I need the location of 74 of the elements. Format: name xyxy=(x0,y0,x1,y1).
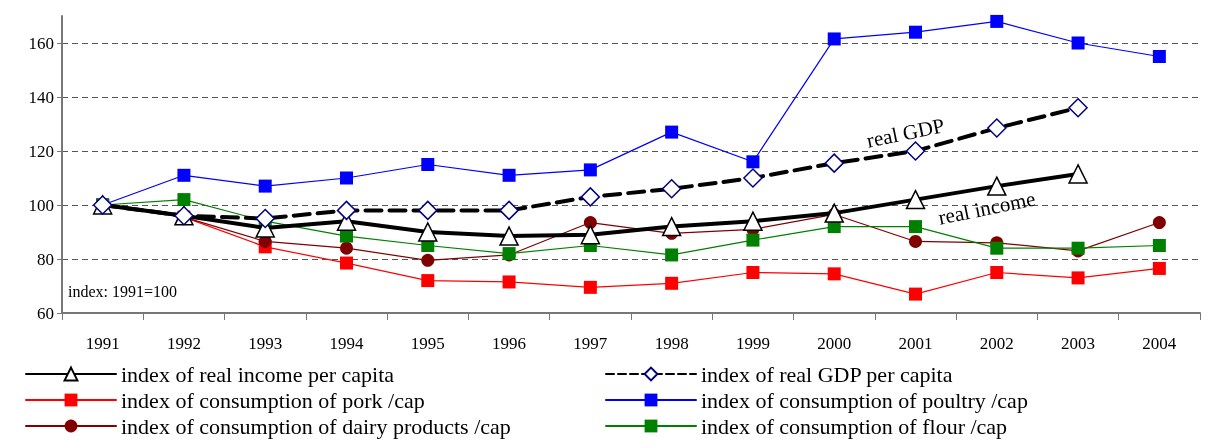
point xyxy=(661,216,682,237)
legend-label: index of consumption of pork /cap xyxy=(121,387,425,413)
point xyxy=(743,211,763,231)
point xyxy=(177,193,191,207)
point xyxy=(1152,216,1166,230)
point xyxy=(746,233,760,247)
point xyxy=(421,158,435,171)
point xyxy=(1152,261,1166,275)
point xyxy=(340,256,353,270)
point xyxy=(421,274,435,288)
legend-label: index of consumption of dairy products /cap xyxy=(121,413,511,439)
x-tick-label: 2003 xyxy=(1061,334,1096,353)
x-tick-label: 2002 xyxy=(979,334,1014,353)
y-tick-label: 60 xyxy=(37,303,54,323)
point xyxy=(580,224,601,245)
point xyxy=(1071,271,1085,285)
annotation: real income xyxy=(936,186,1038,230)
point xyxy=(827,267,841,281)
y-tick-label: 160 xyxy=(28,33,54,53)
legend-label: index of real GDP per capita xyxy=(701,361,953,387)
legend-label: index of consumption of poultry /cap xyxy=(701,387,1028,413)
point xyxy=(340,241,353,255)
point xyxy=(1152,50,1166,63)
point xyxy=(502,275,516,289)
point xyxy=(909,234,922,248)
point xyxy=(665,276,679,290)
annotation: index: 1991=100 xyxy=(68,282,178,300)
point xyxy=(502,168,516,182)
x-tick-label: 2001 xyxy=(898,334,933,353)
point xyxy=(990,266,1004,279)
y-tick-label: 120 xyxy=(28,141,54,161)
point xyxy=(1068,164,1088,184)
point xyxy=(909,25,922,39)
point xyxy=(499,226,519,246)
x-tick-label: 1992 xyxy=(166,334,201,353)
x-tick-label: 1995 xyxy=(410,334,445,353)
x-tick-label: 1999 xyxy=(735,334,770,353)
x-tick-label: 1996 xyxy=(492,334,527,353)
point xyxy=(258,179,272,193)
y-tick-label: 140 xyxy=(28,87,54,107)
point xyxy=(824,203,844,223)
point xyxy=(583,163,597,177)
point xyxy=(340,171,353,185)
point xyxy=(177,168,191,182)
point xyxy=(1071,36,1085,50)
point xyxy=(418,222,438,242)
legend-label: index of real income per capita xyxy=(121,361,395,387)
x-tick-label: 2004 xyxy=(1142,334,1177,353)
point xyxy=(583,280,597,294)
legend-label: index of consumption of flour /cap xyxy=(701,413,1008,439)
x-tick-label: 1993 xyxy=(248,334,283,353)
point xyxy=(340,229,353,243)
y-tick-label: 100 xyxy=(28,195,54,215)
x-tick-label: 1991 xyxy=(85,334,120,353)
point xyxy=(746,155,760,169)
point xyxy=(665,248,679,262)
x-tick-label: 1998 xyxy=(654,334,689,353)
point xyxy=(990,14,1004,28)
point xyxy=(665,125,679,139)
x-tick-label: 2000 xyxy=(817,334,852,353)
point xyxy=(909,220,922,234)
point xyxy=(746,266,760,279)
annotation: real GDP xyxy=(864,113,947,153)
x-tick-label: 1994 xyxy=(329,334,364,353)
point xyxy=(1152,239,1166,252)
y-tick-label: 80 xyxy=(37,249,54,269)
x-tick-label: 1997 xyxy=(573,334,608,353)
point xyxy=(990,241,1004,255)
point xyxy=(987,176,1007,196)
point xyxy=(583,216,597,230)
point xyxy=(827,32,841,46)
point xyxy=(421,253,435,267)
point xyxy=(909,287,922,301)
point xyxy=(905,189,926,210)
